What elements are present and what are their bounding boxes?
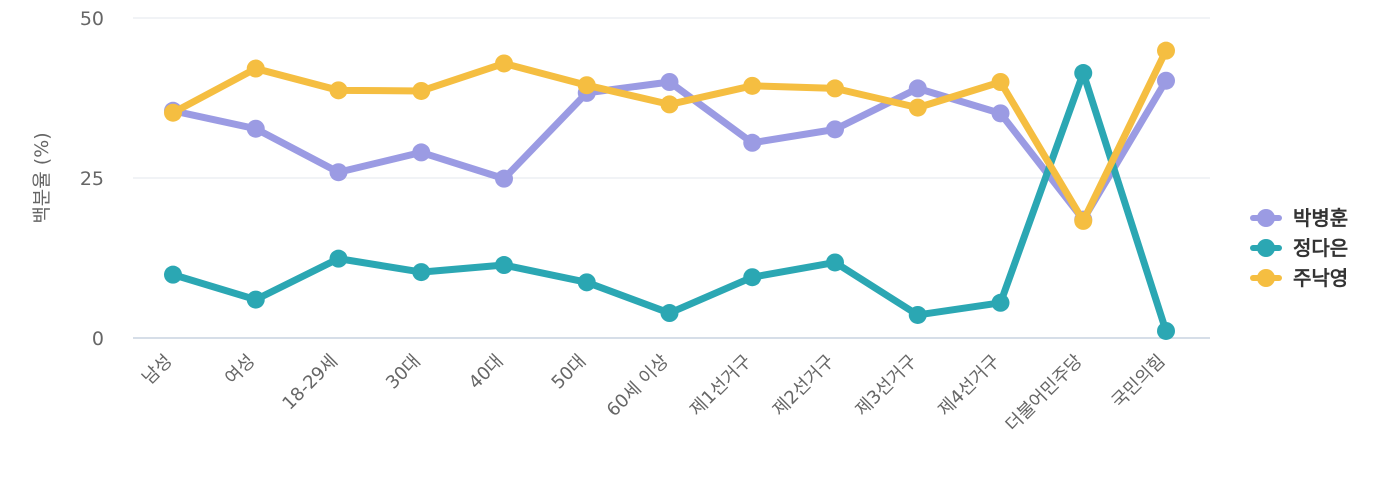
- x-tick-label: 40대: [465, 351, 508, 394]
- legend-marker-symbol: [1257, 269, 1275, 287]
- y-tick-label: 25: [80, 168, 104, 190]
- data-point[interactable]: [908, 98, 927, 117]
- data-point[interactable]: [164, 103, 182, 122]
- x-tick-label: 국민의힘: [1108, 351, 1170, 413]
- data-point[interactable]: [412, 263, 431, 282]
- data-point[interactable]: [412, 81, 431, 100]
- series-1: [164, 71, 1175, 229]
- legend-marker-symbol: [1257, 239, 1275, 257]
- data-point[interactable]: [577, 273, 596, 292]
- data-point[interactable]: [826, 253, 844, 272]
- data-point[interactable]: [991, 73, 1010, 91]
- data-point[interactable]: [246, 290, 265, 309]
- x-tick-label: 남성: [138, 351, 176, 389]
- x-axis: 남성 여성 18-29세 30대 40대 50대 60세 이상 제1선거구 제2선거구 제3선거구…: [138, 351, 1169, 436]
- series-lines: [164, 41, 1175, 340]
- data-point[interactable]: [1157, 321, 1175, 340]
- legend-item[interactable]: 정다은: [1250, 236, 1348, 260]
- x-tick-label: 여성: [221, 351, 259, 389]
- x-tick-label: 더불어민주당: [1002, 351, 1087, 436]
- data-point[interactable]: [246, 59, 265, 78]
- data-point[interactable]: [826, 79, 844, 98]
- y-tick-label: 0: [92, 328, 104, 350]
- x-tick-label: 제2선거구: [769, 351, 839, 421]
- y-axis: 0 25 50: [80, 8, 104, 350]
- legend-label: 정다은: [1293, 236, 1348, 260]
- data-point[interactable]: [908, 305, 927, 324]
- series-2: [164, 64, 1175, 340]
- y-tick-label: 50: [80, 8, 104, 30]
- x-tick-label: 60세 이상: [603, 351, 673, 421]
- data-point[interactable]: [660, 73, 679, 91]
- x-tick-label: 제3선거구: [851, 351, 921, 421]
- data-point[interactable]: [908, 79, 927, 98]
- data-point[interactable]: [743, 133, 762, 152]
- x-tick-label: 50대: [548, 351, 591, 394]
- legend-item[interactable]: 주낙영: [1250, 266, 1348, 290]
- legend-marker-symbol: [1257, 209, 1275, 227]
- legend-label: 박병훈: [1293, 206, 1348, 230]
- x-tick-label: 18-29세: [278, 351, 342, 415]
- data-point[interactable]: [1074, 211, 1093, 230]
- x-tick-label: 제1선거구: [686, 351, 756, 421]
- data-point[interactable]: [660, 304, 679, 323]
- data-point[interactable]: [577, 76, 596, 95]
- data-point[interactable]: [164, 265, 182, 284]
- data-point[interactable]: [1074, 64, 1093, 83]
- data-point[interactable]: [991, 104, 1010, 123]
- data-point[interactable]: [495, 169, 513, 188]
- data-point[interactable]: [826, 120, 844, 139]
- data-point[interactable]: [743, 76, 762, 95]
- y-axis-title: 백분율 (%): [31, 132, 53, 223]
- x-tick-label: 제4선거구: [934, 351, 1004, 421]
- data-point[interactable]: [329, 163, 348, 182]
- data-point[interactable]: [743, 268, 762, 287]
- data-point[interactable]: [329, 81, 348, 100]
- data-point[interactable]: [329, 249, 348, 268]
- data-point[interactable]: [495, 256, 513, 275]
- data-point[interactable]: [660, 95, 679, 114]
- series-3: [164, 41, 1175, 230]
- x-tick-label: 30대: [382, 351, 425, 394]
- data-point[interactable]: [1157, 71, 1175, 90]
- data-point[interactable]: [1157, 41, 1175, 60]
- legend-item[interactable]: 박병훈: [1250, 206, 1348, 230]
- data-point[interactable]: [495, 54, 513, 73]
- data-point[interactable]: [412, 143, 431, 162]
- legend-label: 주낙영: [1293, 266, 1348, 290]
- data-point[interactable]: [246, 119, 265, 138]
- gridlines: [133, 17, 1210, 339]
- data-point[interactable]: [991, 293, 1010, 312]
